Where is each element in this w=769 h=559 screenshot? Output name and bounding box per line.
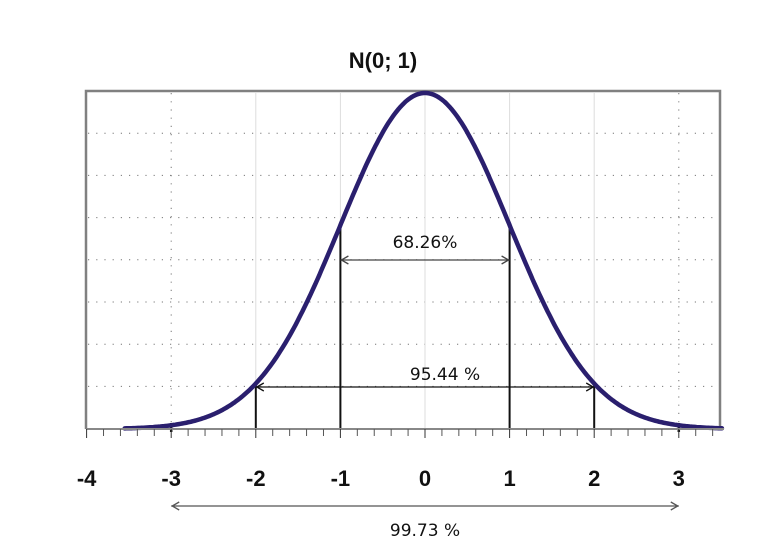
annotation-68-label: 68.26%	[393, 233, 458, 253]
x-tick-label: -3	[161, 466, 181, 491]
arrow-head-left	[255, 382, 265, 392]
arrow-head-right	[670, 501, 680, 511]
x-axis-tick-labels: -4 -3 -2 -1 0 1 2 3	[77, 466, 685, 491]
arrow-head-right	[585, 382, 595, 392]
annotation-95-label: 95.44 %	[410, 365, 480, 385]
x-tick-label: -1	[331, 466, 351, 491]
x-tick-label: 0	[419, 466, 431, 491]
x-tick-label: -4	[77, 466, 97, 491]
x-tick-label: -2	[246, 466, 266, 491]
gridlines	[88, 93, 718, 429]
plot-frame	[84, 89, 722, 429]
x-tick-label: 1	[503, 466, 515, 491]
arrow-head-left	[340, 255, 349, 265]
density-curve	[122, 90, 725, 431]
frame-border	[84, 89, 722, 429]
x-axis	[86, 428, 724, 438]
annotation-99-label: 99.73 %	[390, 521, 460, 541]
x-tick-label: 2	[588, 466, 600, 491]
x-tick-label: 3	[673, 466, 685, 491]
percentage-annotations: 68.26% 95.44 % 99.73 %	[170, 233, 680, 541]
arrow-head-right	[501, 255, 510, 265]
chart-title: N(0; 1)	[349, 48, 417, 73]
arrow-head-left	[170, 501, 180, 511]
